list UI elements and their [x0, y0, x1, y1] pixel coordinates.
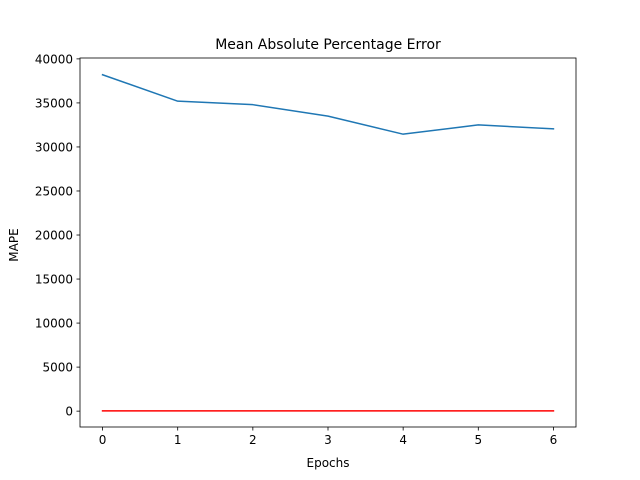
x-axis-label: Epochs [307, 456, 350, 470]
x-tick-label-6: 6 [550, 433, 558, 447]
plot-area: 0 1 2 3 4 5 6 0 5000 10000 15000 20000 25000 30000 350… [35, 52, 577, 447]
chart-title: Mean Absolute Percentage Error [215, 37, 441, 53]
x-tick-label-2: 2 [249, 433, 257, 447]
y-tick-label-35000: 35000 [35, 96, 73, 110]
y-tick-label-30000: 30000 [35, 140, 73, 154]
y-tick-label-5000: 5000 [42, 361, 73, 375]
y-axis-label: MAPE [7, 228, 21, 261]
x-tick-label-3: 3 [324, 433, 332, 447]
x-tick-label-4: 4 [399, 433, 407, 447]
x-tick-label-1: 1 [174, 433, 182, 447]
series-line-1 [101, 73, 555, 135]
y-tick-label-40000: 40000 [35, 52, 73, 66]
y-tick-label-20000: 20000 [35, 229, 73, 243]
x-tick-label-5: 5 [474, 433, 482, 447]
y-tick-label-25000: 25000 [35, 184, 73, 198]
y-tick-label-15000: 15000 [35, 273, 73, 287]
y-tick-label-0: 0 [65, 405, 73, 419]
x-tick-label-0: 0 [99, 433, 107, 447]
y-tick-label-10000: 10000 [35, 317, 73, 331]
